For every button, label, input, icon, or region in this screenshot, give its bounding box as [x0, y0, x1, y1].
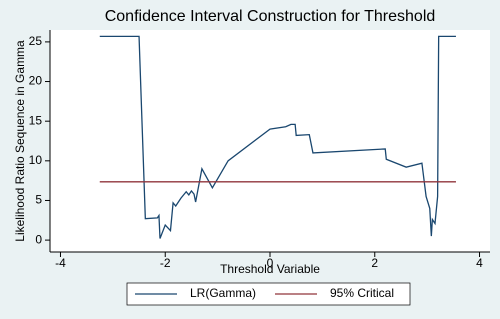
x-tick-label: 4	[476, 256, 483, 270]
y-tick-label: 25	[29, 34, 43, 48]
x-tick-label: -4	[55, 256, 66, 270]
plot-area	[50, 30, 490, 252]
legend-label: LR(Gamma)	[190, 286, 256, 300]
x-tick-label: -2	[160, 256, 171, 270]
x-tick-label: 2	[371, 256, 378, 270]
legend-label: 95% Critical	[330, 286, 394, 300]
y-tick-label: 15	[29, 113, 43, 127]
y-tick-label: 0	[35, 232, 42, 246]
y-axis-label: Likelihood Ratio Sequence in Gamma	[13, 40, 27, 242]
line	[99, 35, 456, 239]
chart-title: Confidence Interval Construction for Thr…	[105, 8, 436, 25]
y-tick-label: 10	[29, 153, 43, 167]
x-axis-label: Threshold Variable	[220, 262, 320, 276]
y-tick-label: 5	[35, 193, 42, 207]
y-tick-label: 20	[29, 74, 43, 88]
x-tick-label: 0	[267, 256, 274, 270]
legend	[126, 282, 411, 306]
